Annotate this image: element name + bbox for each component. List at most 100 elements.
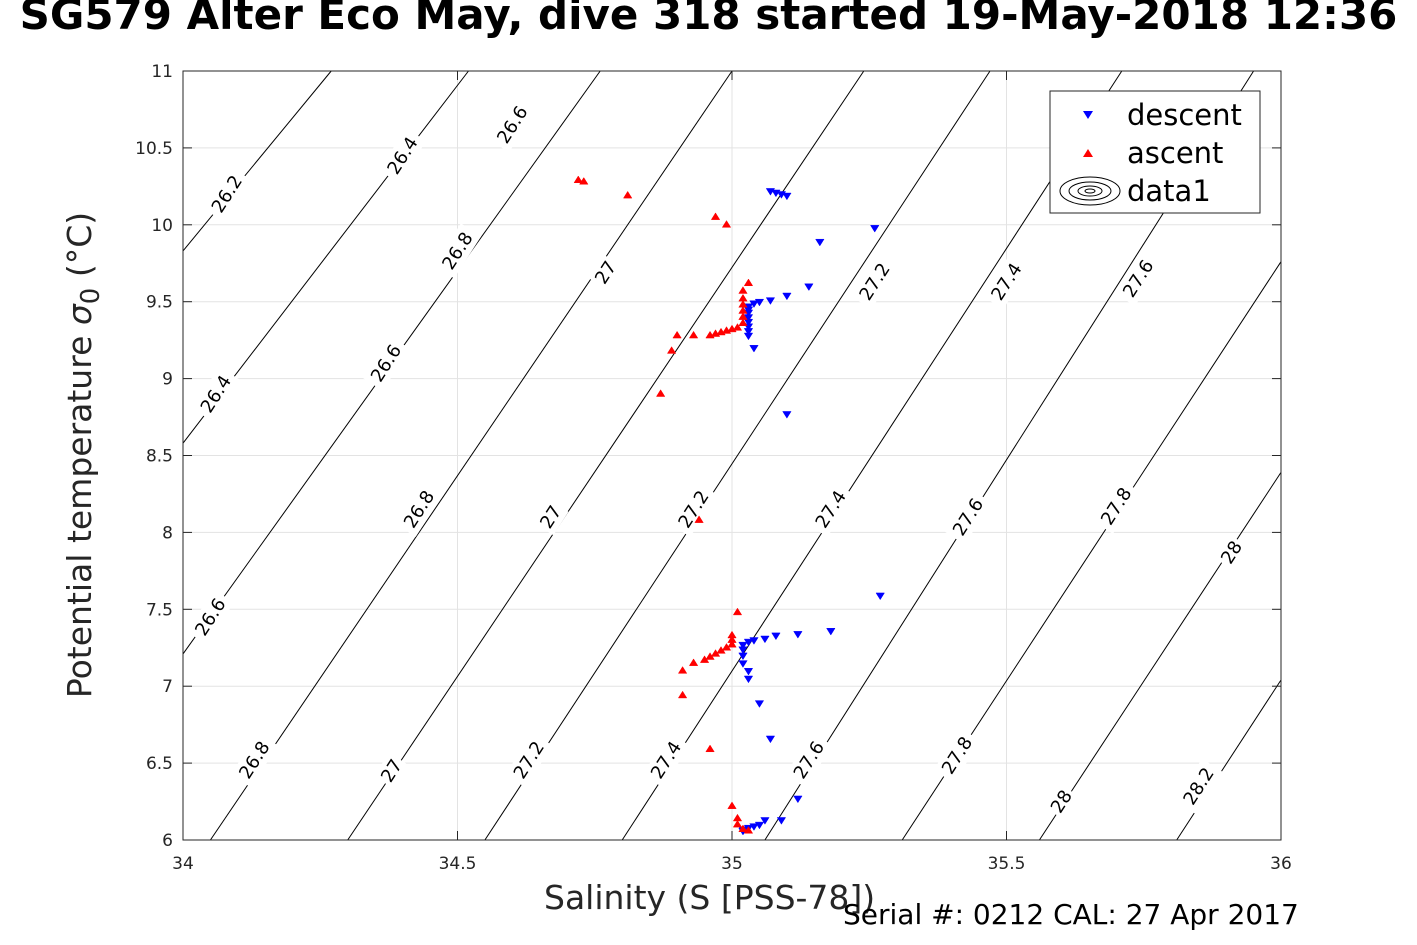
ascent-point xyxy=(579,177,589,185)
y-tick-label: 10 xyxy=(151,216,173,236)
contour-label-bg xyxy=(1114,251,1162,307)
contour-label-bg xyxy=(230,732,279,788)
contour-label: 27 xyxy=(533,498,569,536)
contour-label-bg xyxy=(1092,478,1140,534)
descent-point xyxy=(826,628,836,636)
contour-label-bg xyxy=(505,732,553,788)
contour-label-bg xyxy=(1175,758,1223,814)
ascent-point xyxy=(743,278,754,287)
y-tick-label: 6 xyxy=(162,831,173,851)
ascent-point xyxy=(727,640,737,648)
legend-contour-icon xyxy=(1084,188,1096,194)
ascent-point xyxy=(705,744,715,753)
y-tick-label: 11 xyxy=(151,62,173,82)
contour-label: 27.2 xyxy=(669,481,718,537)
contour-label-bg xyxy=(488,97,537,153)
y-axis-label-main: Potential temperature xyxy=(60,325,100,699)
y-tick-label: 7 xyxy=(162,677,173,697)
legend-contour-icon xyxy=(1068,181,1112,201)
grid-lines xyxy=(182,70,1282,841)
ascent-point xyxy=(705,652,715,660)
y-axis-sigma: σ xyxy=(60,304,100,326)
contour-label: 27.4 xyxy=(807,481,855,537)
serial-cal-footer: Serial #: 0212 CAL: 27 Apr 2017 xyxy=(843,898,1299,931)
ascent-point xyxy=(716,327,726,336)
descent-point xyxy=(804,283,814,291)
y-axis-label: Potential temperature σ0 (°C) xyxy=(60,212,106,698)
descent-point xyxy=(738,660,748,668)
y-axis-sigma-sub: 0 xyxy=(75,287,106,305)
ascent-point xyxy=(688,330,699,339)
contour-label: 28 xyxy=(1043,783,1080,820)
contour-label: 26.6 xyxy=(362,335,410,391)
descent-point xyxy=(771,632,781,641)
contour-label: 27.2 xyxy=(851,254,899,310)
x-tick-label: 36 xyxy=(1270,854,1292,874)
ascent-point xyxy=(666,346,677,354)
contour-label: 28 xyxy=(1213,534,1250,571)
ascent-point xyxy=(738,286,748,294)
ascent-point xyxy=(710,649,721,657)
ascent-point xyxy=(688,658,699,666)
legend-descent-marker xyxy=(1083,111,1093,119)
contour-label: 27.6 xyxy=(944,489,992,545)
legend-label-ascent: ascent xyxy=(1127,136,1223,170)
contour-label-bg xyxy=(433,223,482,279)
descent-point xyxy=(743,675,754,684)
contour-26.8 xyxy=(209,70,733,841)
contour-label-text: 27 xyxy=(377,756,407,787)
contour-label-bg xyxy=(642,732,690,788)
contour-label: 27.4 xyxy=(642,732,690,788)
legend: descent ascent data1 xyxy=(1049,90,1261,214)
descent-point xyxy=(782,292,792,301)
descent-point xyxy=(743,318,754,327)
contour-label-bg xyxy=(588,254,624,291)
contour-26.2 xyxy=(182,70,332,252)
axis-ticks: 34 34.5 35 35.5 36 6 6.5 7 7.5 8 8.5 9 9.5 10 10.5 11 xyxy=(135,62,1292,874)
ascent-point xyxy=(738,318,748,327)
descent-point xyxy=(760,635,770,644)
ascent-point xyxy=(721,643,732,651)
contour-label-bg xyxy=(851,254,899,310)
contour-label: 27 xyxy=(588,254,624,291)
ascent-point xyxy=(732,819,743,828)
ascent-point xyxy=(710,329,721,337)
y-axis-unit: (°C) xyxy=(60,211,100,288)
descent-point xyxy=(743,328,754,336)
chart-title: SG579 Alter Eco May, dive 318 started 19… xyxy=(19,0,1398,39)
contour-label: 26.8 xyxy=(433,223,482,279)
descent-point xyxy=(738,646,748,654)
ascent-point xyxy=(699,655,710,663)
contour-label-bg xyxy=(373,752,410,790)
y-tick-label: 10.5 xyxy=(135,139,173,159)
contour-label-bg xyxy=(533,498,569,536)
contour-27 xyxy=(347,70,865,841)
legend-label-data1: data1 xyxy=(1127,174,1211,208)
ascent-point xyxy=(694,515,704,523)
contour-label: 27.2 xyxy=(505,732,553,788)
descent-point xyxy=(815,238,825,247)
ascent-point xyxy=(732,323,743,331)
ascent-point xyxy=(623,190,633,199)
descent-point xyxy=(870,225,880,233)
contour-label-bg xyxy=(944,489,992,545)
contour-27.4 xyxy=(621,70,1123,841)
contour-label-bg xyxy=(933,727,981,783)
x-tick-label: 35 xyxy=(721,854,743,874)
ascent-point xyxy=(721,220,732,228)
ascent-point xyxy=(721,326,732,334)
contour-label-bg xyxy=(669,481,718,537)
contour-label: 26.6 xyxy=(186,589,235,645)
ascent-point xyxy=(672,330,682,339)
legend-contour-icon xyxy=(1077,185,1103,197)
descent-point xyxy=(765,297,776,305)
ascent-point xyxy=(677,690,688,699)
contour-label-bg xyxy=(785,732,833,788)
descent-point xyxy=(743,668,754,676)
contour-label-bg xyxy=(203,166,251,222)
legend-ascent-marker xyxy=(1083,149,1093,157)
contour-label-bg xyxy=(1043,783,1080,820)
descent-point xyxy=(782,192,792,201)
y-tick-label: 8 xyxy=(162,523,173,543)
